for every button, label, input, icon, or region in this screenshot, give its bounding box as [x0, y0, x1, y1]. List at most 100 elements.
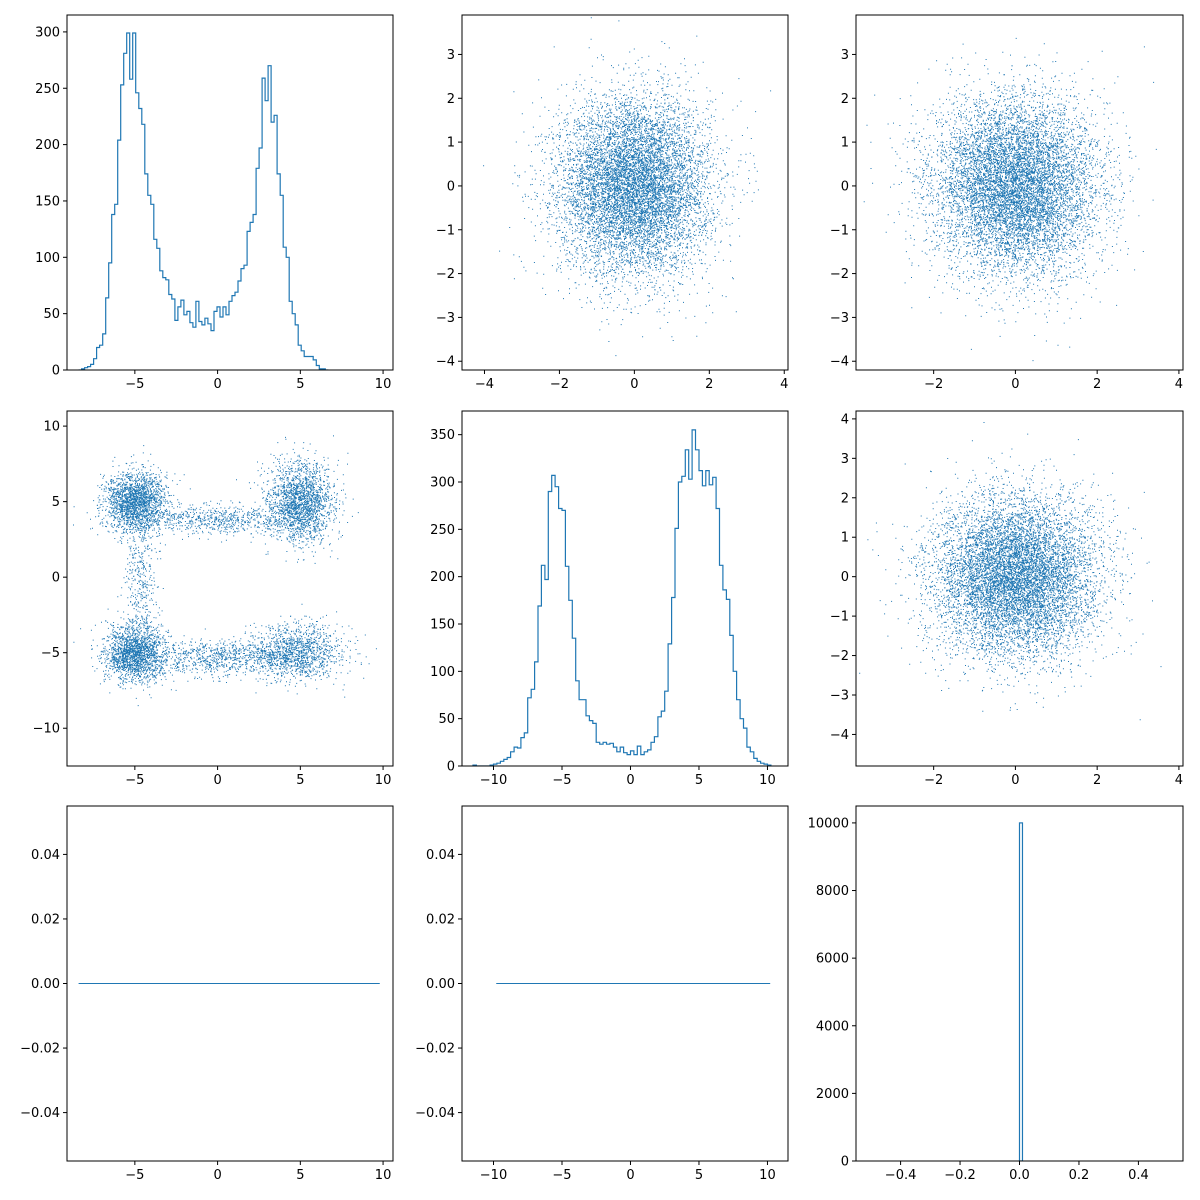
axes-frame: [66, 14, 394, 371]
subplot-row2-col1: −5 0 5 10 −10 −5 0 5 10: [33, 410, 394, 788]
y-tick-label: −4: [436, 355, 455, 370]
y-tick-label: 3: [841, 452, 849, 467]
y-tick-label: −2: [436, 267, 455, 282]
y-tick-label: 6000: [816, 952, 849, 967]
x-tick-label: −10: [480, 773, 507, 788]
x-tick-label: −4: [475, 377, 494, 392]
y-tick-label: 0: [52, 571, 60, 586]
histogram-step-line: [472, 429, 772, 766]
y-tick-label: −1: [436, 223, 455, 238]
y-tick-label: 100: [35, 251, 60, 266]
y-tick-label: −4: [830, 355, 849, 370]
y-tick-label: 0.02: [31, 912, 60, 927]
y-tick-label: −3: [830, 689, 849, 704]
x-tick-label: 5: [296, 773, 304, 788]
y-tick-label: 4000: [816, 1019, 849, 1034]
y-tick-label: 250: [35, 82, 60, 97]
y-tick-label: 200: [430, 570, 455, 585]
x-tick-label: −5: [125, 773, 144, 788]
subplot-row3-col1: −5 0 5 10 −0.04 −0.02 0.00 0.02 0.04: [20, 805, 394, 1183]
y-tick-label: −0.04: [415, 1106, 455, 1121]
scatter-points: [863, 37, 1157, 362]
y-tick-label: 0: [447, 760, 455, 775]
x-tick-label: −0.4: [885, 1168, 917, 1183]
y-tick-label: 0.00: [426, 977, 455, 992]
y-tick-label: 350: [430, 428, 455, 443]
y-tick-label: 0: [841, 1155, 849, 1170]
x-tick-label: 5: [296, 1168, 304, 1183]
x-tick-label: 0: [213, 773, 221, 788]
y-tick-label: 10: [43, 420, 60, 435]
x-tick-label: −5: [552, 1168, 571, 1183]
subplot-row1-col2: −4 −2 0 2 4 −4 −3 −2 −1 0 1 2 3: [436, 14, 789, 392]
y-tick-label: 10000: [808, 816, 849, 831]
x-tick-label: 0: [1011, 773, 1019, 788]
y-tick-label: 2: [841, 491, 849, 506]
y-tick-label: 250: [430, 523, 455, 538]
x-tick-label: 10: [375, 1168, 392, 1183]
y-tick-label: 3: [447, 48, 455, 63]
x-tick-label: 10: [759, 1168, 776, 1183]
subplot-row2-col3: −2 0 2 4 −4 −3 −2 −1 0 1 2 3 4: [830, 410, 1184, 788]
y-tick-label: −0.02: [20, 1042, 60, 1057]
y-tick-label: −2: [830, 649, 849, 664]
x-tick-label: −2: [924, 773, 943, 788]
y-tick-label: −2: [830, 267, 849, 282]
subplot-row1-col3: −2 0 2 4 −4 −3 −2 −1 0 1 2 3: [830, 14, 1184, 392]
y-tick-label: 1: [841, 531, 849, 546]
y-tick-label: 0: [447, 179, 455, 194]
x-tick-label: 0: [1011, 377, 1019, 392]
x-tick-label: −5: [552, 773, 571, 788]
x-tick-label: −5: [125, 1168, 144, 1183]
x-tick-label: 0: [626, 773, 634, 788]
x-tick-label: 0: [213, 1168, 221, 1183]
y-tick-label: −4: [830, 728, 849, 743]
y-tick-label: −3: [830, 311, 849, 326]
y-tick-label: −1: [830, 223, 849, 238]
x-tick-label: −0.2: [944, 1168, 976, 1183]
x-tick-label: −10: [480, 1168, 507, 1183]
axes-frame: [855, 14, 1184, 371]
x-tick-label: 0.0: [1009, 1168, 1030, 1183]
axes-frame: [461, 14, 789, 371]
x-tick-label: 4: [1175, 377, 1183, 392]
plot-area: [483, 17, 772, 370]
plot-area: [472, 429, 772, 766]
plot-area: [78, 32, 329, 370]
x-tick-label: 10: [759, 773, 776, 788]
x-tick-label: 5: [296, 377, 304, 392]
y-tick-label: −3: [436, 311, 455, 326]
x-tick-label: 10: [375, 377, 392, 392]
y-tick-label: 300: [430, 476, 455, 491]
axes-frame: [855, 410, 1184, 767]
plot-area: [73, 435, 377, 707]
x-tick-label: 0: [213, 377, 221, 392]
y-tick-label: 0: [52, 364, 60, 379]
subplot-row3-col2: −10 −5 0 5 10 −0.04 −0.02 0.00 0.02 0.04: [415, 805, 789, 1183]
y-tick-label: 1: [841, 136, 849, 151]
histogram-step-line: [78, 32, 329, 370]
y-tick-label: −0.04: [20, 1106, 60, 1121]
x-tick-label: −5: [125, 377, 144, 392]
y-tick-label: 0.04: [31, 848, 60, 863]
y-tick-label: 4: [841, 412, 849, 427]
x-tick-label: −2: [550, 377, 569, 392]
x-tick-label: 2: [705, 377, 713, 392]
x-tick-label: −2: [924, 377, 943, 392]
x-tick-label: 0.4: [1128, 1168, 1149, 1183]
x-tick-label: 0: [626, 1168, 634, 1183]
x-tick-label: 2: [1093, 773, 1101, 788]
x-tick-label: 0.2: [1069, 1168, 1090, 1183]
axes-frame: [66, 410, 394, 767]
y-tick-label: 150: [35, 194, 60, 209]
y-tick-label: 100: [430, 665, 455, 680]
y-tick-label: 0.04: [426, 848, 455, 863]
x-tick-label: 4: [1175, 773, 1183, 788]
x-tick-label: 0: [630, 377, 638, 392]
scatter-points: [483, 17, 772, 370]
y-tick-label: 300: [35, 25, 60, 40]
plot-area: [1018, 822, 1024, 1161]
